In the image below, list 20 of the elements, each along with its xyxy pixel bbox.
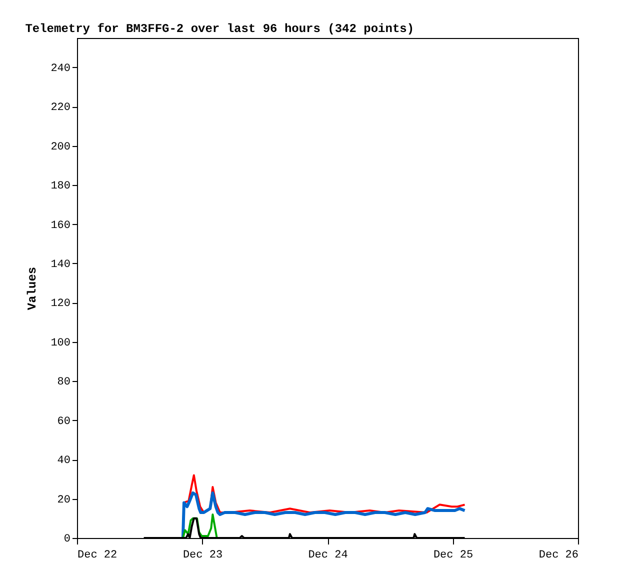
x-tick-label: Dec 24 xyxy=(308,550,348,562)
x-tick-label: Dec 26 xyxy=(538,550,578,562)
y-tick-label: 60 xyxy=(57,416,70,428)
y-axis-title: Values xyxy=(26,266,40,310)
y-tick-label: 240 xyxy=(50,62,70,75)
y-tick-label: 140 xyxy=(50,258,70,271)
y-tick-label: 120 xyxy=(50,298,70,310)
y-tick-label: 160 xyxy=(50,220,70,232)
y-tick-label: 40 xyxy=(57,455,70,468)
y-tick-label: 180 xyxy=(50,180,70,193)
x-tick-label: Dec 23 xyxy=(182,550,223,562)
y-tick-label: 80 xyxy=(57,376,70,389)
y-tick-label: 20 xyxy=(57,494,70,506)
y-tick-label: 100 xyxy=(50,337,70,350)
x-tick-label: Dec 22 xyxy=(78,550,118,562)
y-tick-label: 200 xyxy=(50,141,70,154)
y-tick-label: 0 xyxy=(64,534,70,546)
y-tick-label: 220 xyxy=(50,102,70,114)
chart-title: Telemetry for BM3FFG-2 over last 96 hours (342 points) xyxy=(25,22,414,36)
x-tick-label: Dec 25 xyxy=(433,550,474,562)
